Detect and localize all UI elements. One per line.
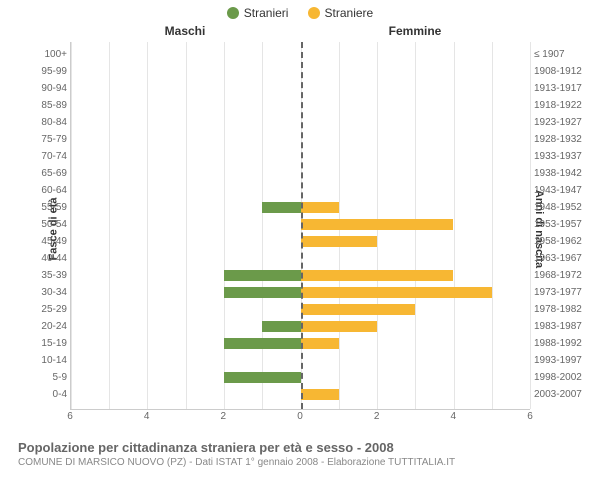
birth-label: 1958-1962 (530, 233, 590, 250)
age-label: 20-24 (21, 318, 71, 335)
birth-label: 1988-1992 (530, 335, 590, 352)
birth-label: 1998-2002 (530, 369, 590, 386)
age-label: 95-99 (21, 63, 71, 80)
bar-female (301, 287, 492, 298)
birth-label: 1983-1987 (530, 318, 590, 335)
legend-female-label: Straniere (325, 6, 374, 20)
bar-female (301, 338, 339, 349)
birth-label: 1978-1982 (530, 301, 590, 318)
age-label: 45-49 (21, 233, 71, 250)
age-label: 35-39 (21, 267, 71, 284)
footer-subtitle: COMUNE DI MARSICO NUOVO (PZ) - Dati ISTA… (18, 457, 582, 468)
bar-female (301, 321, 377, 332)
birth-label: 1938-1942 (530, 165, 590, 182)
birth-label: 1913-1917 (530, 80, 590, 97)
age-label: 100+ (21, 46, 71, 63)
age-label: 25-29 (21, 301, 71, 318)
plot-area: 100+≤ 190795-991908-191290-941913-191785… (70, 42, 530, 410)
bar-male (224, 287, 300, 298)
title-male: Maschi (70, 24, 300, 38)
birth-label: 1908-1912 (530, 63, 590, 80)
x-tick: 4 (451, 411, 457, 422)
legend-female: Straniere (308, 6, 374, 20)
birth-label: 1963-1967 (530, 250, 590, 267)
legend: Stranieri Straniere (0, 0, 600, 24)
x-tick: 6 (527, 411, 533, 422)
bar-male (224, 372, 300, 383)
age-label: 80-84 (21, 114, 71, 131)
age-label: 55-59 (21, 199, 71, 216)
bar-female (301, 219, 454, 230)
legend-male: Stranieri (227, 6, 289, 20)
birth-label: 1948-1952 (530, 199, 590, 216)
age-label: 75-79 (21, 131, 71, 148)
age-label: 15-19 (21, 335, 71, 352)
footer: Popolazione per cittadinanza straniera p… (18, 440, 582, 468)
bar-female (301, 389, 339, 400)
age-label: 90-94 (21, 80, 71, 97)
birth-label: 1928-1932 (530, 131, 590, 148)
x-tick: 2 (374, 411, 380, 422)
chart-side-titles: Maschi Femmine (70, 24, 530, 40)
bar-male (224, 338, 300, 349)
bar-male (262, 202, 300, 213)
birth-label: 1923-1927 (530, 114, 590, 131)
birth-label: 1993-1997 (530, 352, 590, 369)
age-label: 0-4 (21, 386, 71, 403)
footer-title: Popolazione per cittadinanza straniera p… (18, 440, 582, 455)
age-label: 50-54 (21, 216, 71, 233)
legend-male-swatch (227, 7, 239, 19)
age-label: 85-89 (21, 97, 71, 114)
age-label: 30-34 (21, 284, 71, 301)
birth-label: 2003-2007 (530, 386, 590, 403)
birth-label: 1933-1937 (530, 148, 590, 165)
birth-label: ≤ 1907 (530, 46, 590, 63)
x-tick: 0 (297, 411, 303, 422)
birth-label: 1918-1922 (530, 97, 590, 114)
bar-male (262, 321, 300, 332)
birth-label: 1953-1957 (530, 216, 590, 233)
bar-female (301, 202, 339, 213)
legend-male-label: Stranieri (244, 6, 289, 20)
birth-label: 1973-1977 (530, 284, 590, 301)
bar-female (301, 270, 454, 281)
x-tick: 6 (67, 411, 73, 422)
birth-label: 1943-1947 (530, 182, 590, 199)
center-line (301, 42, 303, 409)
age-label: 40-44 (21, 250, 71, 267)
bar-female (301, 236, 377, 247)
age-label: 10-14 (21, 352, 71, 369)
bar-female (301, 304, 416, 315)
age-label: 5-9 (21, 369, 71, 386)
legend-female-swatch (308, 7, 320, 19)
bar-male (224, 270, 300, 281)
age-label: 65-69 (21, 165, 71, 182)
birth-label: 1968-1972 (530, 267, 590, 284)
chart: Fasce di età Anni di nascita Maschi Femm… (20, 24, 580, 434)
age-label: 60-64 (21, 182, 71, 199)
x-tick: 2 (221, 411, 227, 422)
x-tick: 4 (144, 411, 150, 422)
title-female: Femmine (300, 24, 530, 38)
age-label: 70-74 (21, 148, 71, 165)
